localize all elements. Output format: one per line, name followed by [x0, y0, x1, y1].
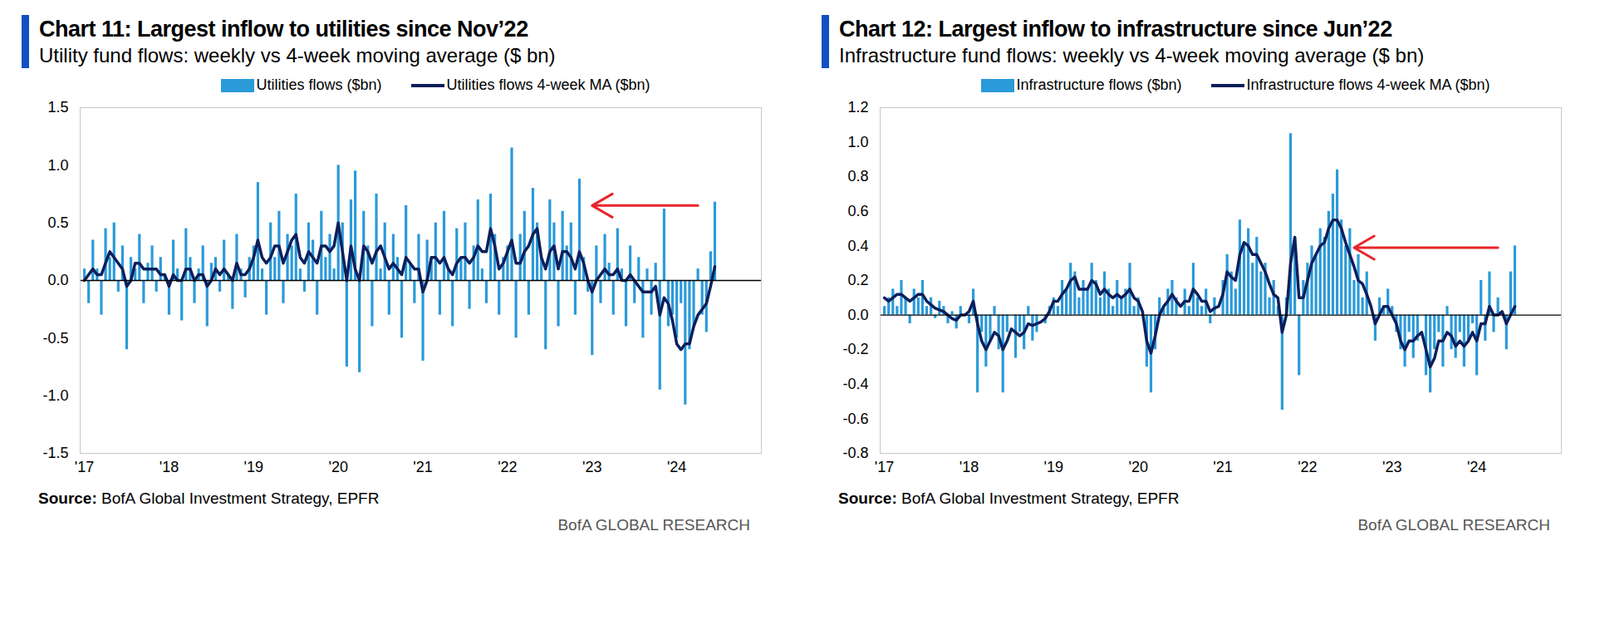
svg-text:'22: '22: [1297, 458, 1317, 476]
svg-text:'22: '22: [497, 458, 517, 476]
html-text:Infrastructure fund flows: wee: Infrastructure fund flows: weekly vs 4-w…: [839, 44, 1425, 67]
svg-text:-0.4: -0.4: [842, 375, 869, 393]
svg-text:-0.5: -0.5: [42, 329, 69, 347]
html-text:Utilities flows ($bn): Utilities flows ($bn): [256, 76, 382, 94]
html-text:BofA GLOBAL RESEARCH: BofA GLOBAL RESEARCH: [557, 515, 751, 534]
html-text:Utilities flows 4-week MA ($bn: Utilities flows 4-week MA ($bn): [446, 76, 651, 94]
html-text:Source: BofA Global Investment: Source: BofA Global Investment Strategy,…: [38, 489, 380, 507]
svg-text:0.6: 0.6: [847, 202, 869, 220]
svg-text:'24: '24: [667, 458, 687, 476]
svg-text:0.0: 0.0: [47, 271, 69, 289]
html-text:Utility fund flows: weekly vs: Utility fund flows: weekly vs 4-week mov…: [39, 44, 556, 67]
svg-text:0.5: 0.5: [47, 214, 69, 231]
svg-text:'20: '20: [1128, 458, 1148, 476]
svg-text:0.0: 0.0: [847, 306, 869, 324]
svg-text:1.0: 1.0: [47, 157, 69, 174]
svg-text:'19: '19: [244, 458, 264, 476]
svg-text:-1.5: -1.5: [42, 444, 69, 462]
html-text:Chart 12: Largest inflow to in: Chart 12: Largest inflow to infrastructu…: [839, 16, 1393, 42]
svg-text:1.5: 1.5: [47, 98, 69, 116]
svg-text:'18: '18: [959, 458, 979, 476]
svg-text:'18: '18: [159, 458, 179, 476]
svg-text:'23: '23: [1382, 458, 1402, 476]
svg-text:0.2: 0.2: [847, 271, 869, 289]
svg-text:0.4: 0.4: [847, 237, 869, 255]
svg-text:'21: '21: [1212, 458, 1232, 476]
svg-text:-1.0: -1.0: [42, 387, 69, 404]
svg-text:-0.6: -0.6: [842, 410, 869, 427]
svg-text:'19: '19: [1044, 458, 1064, 476]
svg-text:'21: '21: [412, 458, 432, 476]
svg-text:'20: '20: [328, 458, 348, 476]
html-text:Infrastructure flows ($bn): Infrastructure flows ($bn): [1016, 76, 1182, 94]
svg-text:-0.2: -0.2: [842, 340, 869, 358]
svg-text:'23: '23: [582, 458, 602, 476]
svg-text:'17: '17: [874, 458, 894, 476]
html-text:BofA GLOBAL RESEARCH: BofA GLOBAL RESEARCH: [1357, 515, 1551, 534]
svg-text:-0.8: -0.8: [842, 444, 869, 462]
svg-text:'17: '17: [74, 458, 94, 476]
svg-text:1.2: 1.2: [847, 98, 869, 116]
svg-text:'24: '24: [1467, 458, 1487, 476]
html-text:Infrastructure flows 4-week MA: Infrastructure flows 4-week MA ($bn): [1246, 76, 1491, 94]
svg-text:1.0: 1.0: [847, 133, 869, 151]
svg-text:0.8: 0.8: [847, 167, 869, 185]
html-text:Source: BofA Global Investment: Source: BofA Global Investment Strategy,…: [838, 489, 1180, 507]
html-text:Chart 11: Largest inflow to ut: Chart 11: Largest inflow to utilities si…: [39, 16, 529, 42]
